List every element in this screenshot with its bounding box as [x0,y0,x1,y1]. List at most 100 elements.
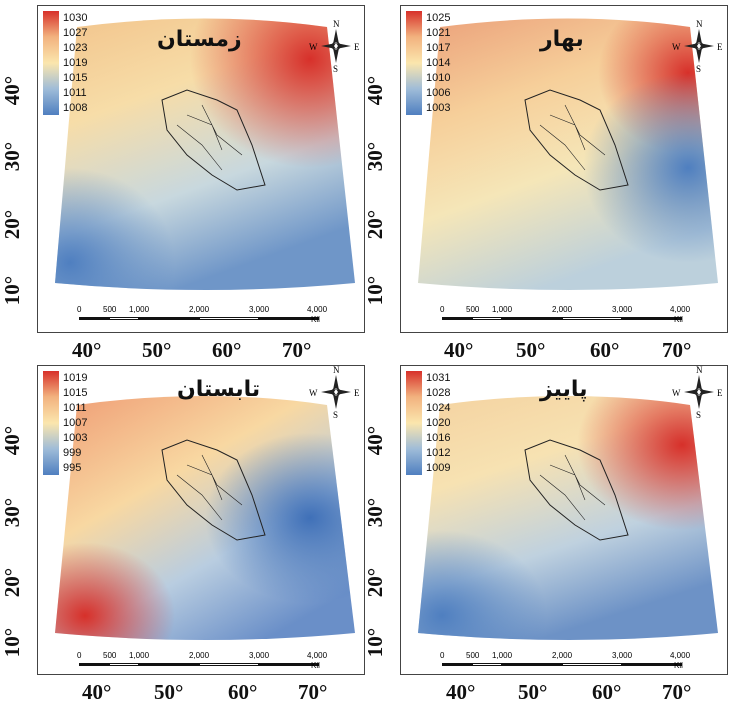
scale-tick: 0 [440,305,445,314]
scale-tick: 2,000 [552,305,573,314]
lon-label: 70° [662,338,692,362]
lat-label: 30° [363,497,388,528]
scale-unit: Kil [311,661,320,670]
legend-label: 1021 [426,27,451,39]
lat-label: 30° [0,497,25,528]
lon-label: 50° [154,680,184,704]
lat-label: 30° [363,141,388,172]
scale-tick: 3,000 [612,651,633,660]
north-label: N [333,365,340,375]
scale-bar: 0 500 1,000 2,000 3,000 4,000 Kil [77,305,327,327]
legend-label: 1020 [426,417,451,429]
panel-title: تابستان [177,377,261,402]
south-label: S [333,64,339,74]
iran-outline [524,439,629,541]
lon-label: 40° [444,338,474,362]
iran-outline [161,439,266,541]
lon-label: 60° [592,680,622,704]
scale-tick: 1,000 [129,651,150,660]
lon-label: 70° [298,680,328,704]
south-label: S [696,64,702,74]
lat-label: 20° [363,209,388,240]
map-panel-winter: 1030 1027 1023 1019 1015 1011 1008 زمستا… [37,5,365,333]
west-label: W [672,388,681,398]
panel-title: بهار [540,27,584,52]
east-label: E [717,42,723,52]
panel-title: زمستان [157,27,242,52]
west-label: W [672,42,681,52]
lat-label: 40° [363,75,388,106]
iran-outline [524,89,629,191]
lon-label: 60° [590,338,620,362]
scale-tick: 0 [77,305,82,314]
scale-tick: 4,000 [307,651,328,660]
scale-tick: 2,000 [189,651,210,660]
legend-label: 1011 [63,402,87,414]
lat-label: 20° [0,209,25,240]
legend-label: 1017 [426,42,451,54]
legend-label: 1028 [426,387,451,399]
lat-label: 40° [363,425,388,456]
map-panel-spring: 1025 1021 1017 1014 1010 1006 1003 بهار … [400,5,728,333]
scale-tick: 3,000 [249,651,270,660]
legend-label: 1023 [63,42,88,54]
legend-label: 1015 [63,387,88,399]
legend-label: 1003 [426,102,451,114]
scale-tick: 4,000 [670,305,691,314]
lon-label: 40° [446,680,476,704]
scale-bar: 0 500 1,000 2,000 3,000 4,000 Kil [440,651,690,673]
lat-label: 40° [0,75,25,106]
north-arrow: N S W E [309,365,360,421]
scale-tick: 0 [440,651,445,660]
east-label: E [354,388,360,398]
scale-bar: 0 500 1,000 2,000 3,000 4,000 Kil [77,651,327,673]
legend-label: 1016 [426,432,451,444]
panel-title: پاییز [540,377,588,402]
lat-label: 10° [0,275,25,306]
lon-label: 50° [518,680,548,704]
legend-label: 1011 [63,87,87,99]
scale-tick: 4,000 [670,651,691,660]
lon-label: 40° [72,338,102,362]
lat-label: 20° [0,567,25,598]
lon-label: 40° [82,680,112,704]
legend-label: 1030 [63,12,88,24]
map-panel-summer: 1019 1015 1011 1007 1003 999 995 تابستان… [37,365,365,675]
legend-label: 1019 [63,372,88,384]
legend-label: 1012 [426,447,451,459]
legend-label: 1027 [63,27,88,39]
west-label: W [309,42,318,52]
scale-tick: 500 [466,305,480,314]
lon-label: 50° [516,338,546,362]
legend-label: 1006 [426,87,451,99]
east-label: E [717,388,723,398]
north-label: N [333,19,340,29]
north-arrow: N S W E [309,19,360,75]
scale-tick: 3,000 [249,305,270,314]
legend-label: 1009 [426,462,451,474]
north-arrow: N S W E [672,365,723,421]
scale-tick: 500 [103,651,117,660]
scale-tick: 500 [103,305,117,314]
legend-label: 1003 [63,432,88,444]
scale-tick: 3,000 [612,305,633,314]
scale-tick: 2,000 [552,651,573,660]
lat-label: 40° [0,425,25,456]
south-label: S [333,410,339,420]
scale-unit: Kil [311,315,320,324]
legend-label: 999 [63,447,82,459]
lat-label: 10° [363,627,388,658]
scale-bar: 0 500 1,000 2,000 3,000 4,000 Kil [440,305,690,327]
legend-label: 995 [63,462,82,474]
legend-label: 1024 [426,402,451,414]
lon-label: 60° [228,680,258,704]
lon-label: 70° [282,338,312,362]
scale-tick: 4,000 [307,305,328,314]
scale-tick: 1,000 [129,305,150,314]
scale-tick: 0 [77,651,82,660]
map-panel-autumn: 1031 1028 1024 1020 1016 1012 1009 پاییز… [400,365,728,675]
lat-label: 10° [0,627,25,658]
south-label: S [696,410,702,420]
legend-label: 1010 [426,72,451,84]
north-label: N [696,365,703,375]
